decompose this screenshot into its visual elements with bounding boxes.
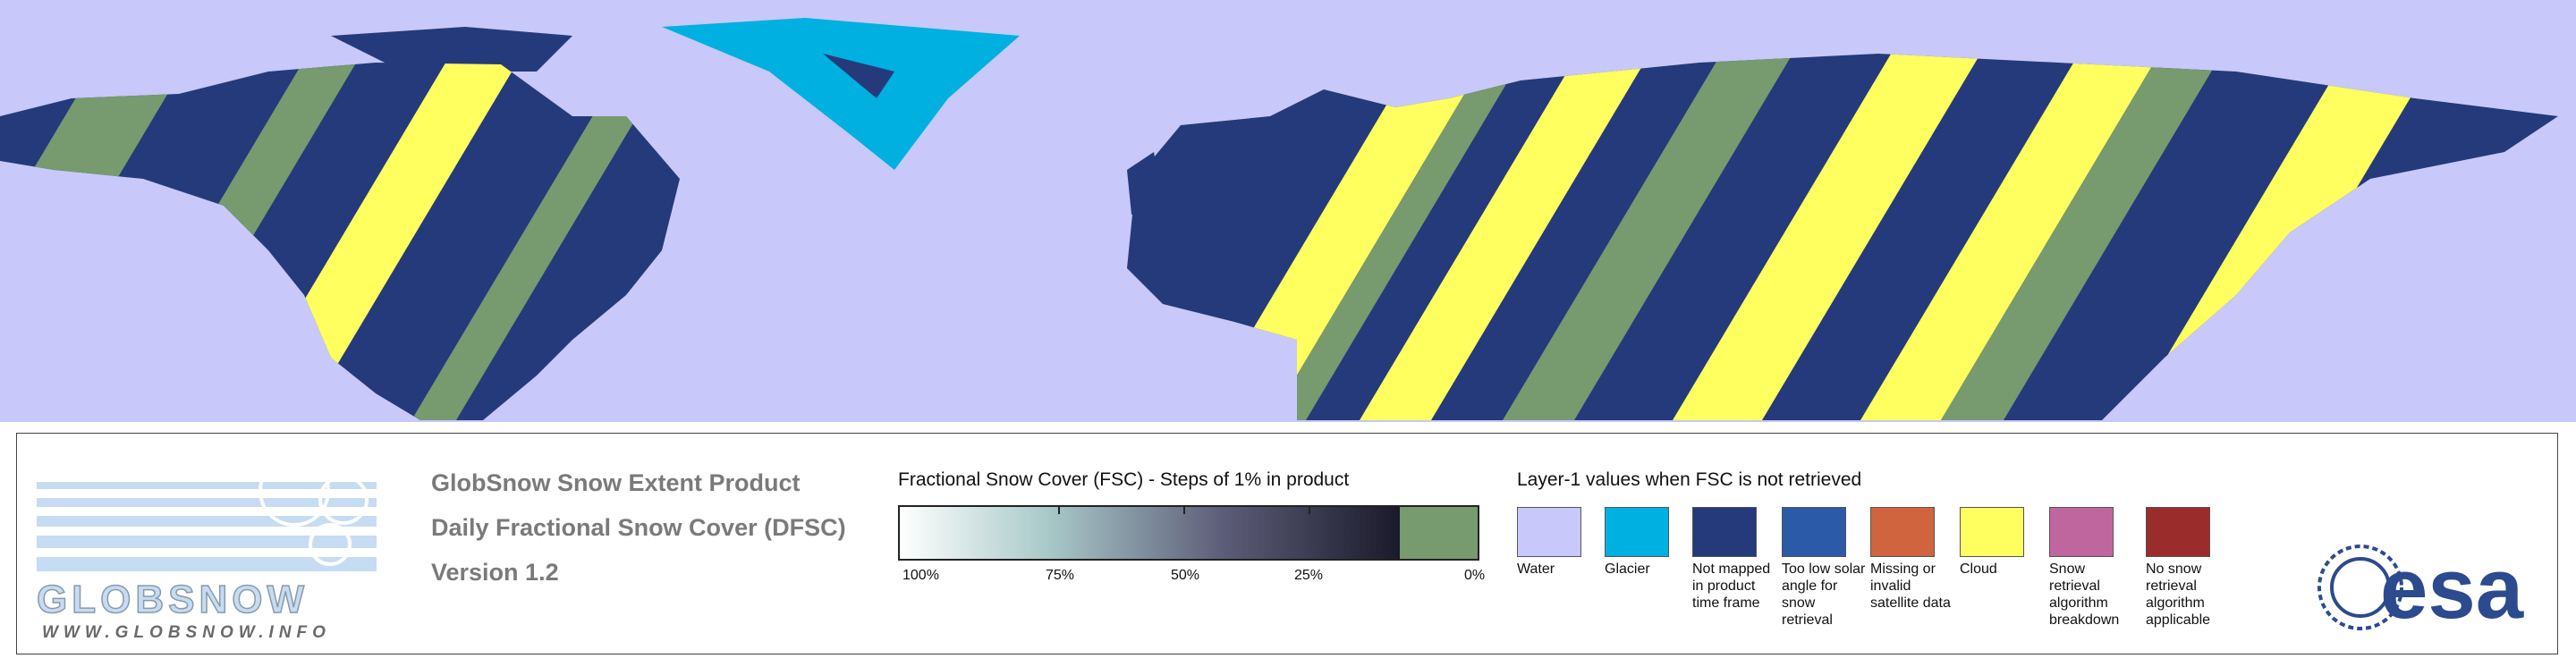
legend-label: Cloud	[1960, 561, 1997, 577]
legend-label: Too low solar angle for snow retrieval	[1782, 561, 1866, 628]
legend-swatch	[1517, 507, 1581, 557]
fsc-title: Fractional Snow Cover (FSC) - Steps of 1…	[898, 469, 1350, 490]
map	[0, 0, 2576, 422]
legend-label: Snow retrieval algorithm breakdown	[2049, 561, 2120, 628]
legend-panel: GLOBSNOW WWW.GLOBSNOW.INFO GlobSnow Snow…	[16, 433, 2558, 654]
product-line: GlobSnow Snow Extent Product	[431, 469, 801, 496]
fsc-tick-label: 25%	[1294, 568, 1324, 583]
legend-swatch	[1782, 507, 1846, 557]
legend-swatch	[2049, 507, 2114, 557]
arctic-islands	[331, 27, 572, 72]
fsc-colorbar	[898, 505, 1479, 561]
legend-swatch	[1960, 507, 2024, 557]
fsc-tick-label: 0%	[1464, 568, 1486, 583]
legend-label: Water	[1517, 561, 1555, 577]
esa-logo: esa	[2318, 541, 2524, 637]
legend-label: Glacier	[1605, 561, 1650, 577]
legend-label: Not mapped in product time frame	[1692, 561, 1771, 611]
esa-text: esa	[2380, 541, 2524, 637]
fsc-tick-label: 50%	[1171, 568, 1200, 583]
logo-url: WWW.GLOBSNOW.INFO	[42, 623, 331, 642]
layer1-title: Layer-1 values when FSC is not retrieved	[1517, 469, 1862, 490]
greenland	[662, 18, 1020, 170]
legend-label: No snow retrieval algorithm applicable	[2146, 561, 2211, 628]
greenland-inner	[823, 54, 894, 98]
globsnow-logo: GLOBSNOW WWW.GLOBSNOW.INFO	[36, 455, 377, 642]
legend-label: Missing or invalid satellite data	[1870, 561, 1951, 611]
legend-swatch	[1692, 507, 1757, 557]
legend-swatch	[2146, 507, 2210, 557]
legend-swatch	[1870, 507, 1935, 557]
product-line: Daily Fractional Snow Cover (DFSC)	[431, 514, 846, 541]
fsc-tick-label: 100%	[902, 568, 939, 583]
fsc-tick-label: 75%	[1046, 568, 1075, 583]
product-line: Version 1.2	[431, 559, 559, 586]
logo-name: GLOBSNOW	[37, 578, 309, 621]
cloud-stripes	[0, 54, 2469, 420]
legend-swatch	[1605, 507, 1669, 557]
